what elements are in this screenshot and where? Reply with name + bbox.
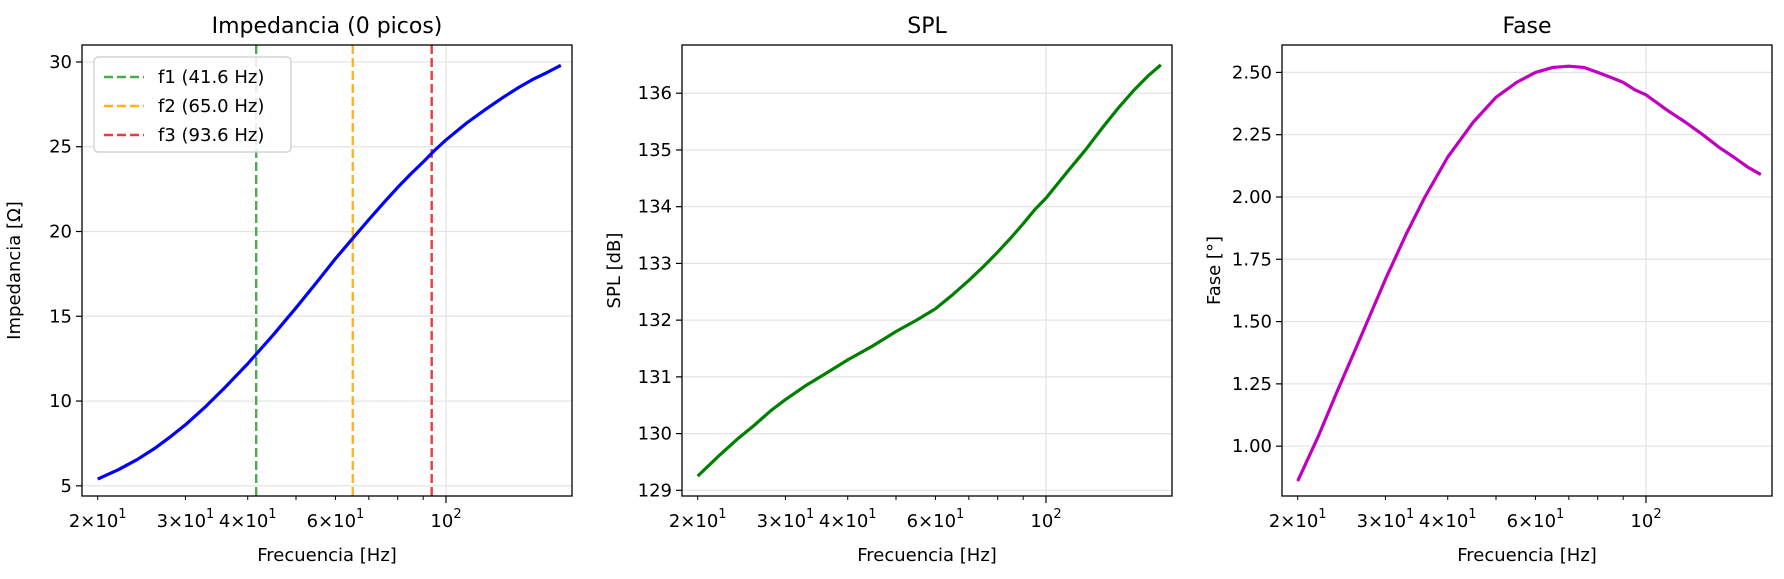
x-tick-label: 2×101 [1269,507,1327,532]
x-tick-label: 3×101 [757,507,815,532]
plot-frame [681,44,1173,497]
y-tick-label: 25 [49,137,72,158]
x-tick-label: 4×101 [819,507,877,532]
plot-frame [1281,44,1773,497]
y-tick-label: 1.50 [1232,312,1272,333]
chart-title: Fase [1502,14,1551,39]
x-tick-label: 2×101 [669,507,727,532]
legend-box [93,56,292,153]
legend-entry: f1 (41.6 Hz) [158,67,264,88]
legend-entry: f2 (65.0 Hz) [158,96,264,117]
chart-1: 5 10 15 20 25 30 2×101 3×101 4×101 6×101 102 Impeda… [4,14,573,566]
x-tick-label: 2×101 [69,507,127,532]
y-tick-label: 1.25 [1232,374,1272,395]
y-tick-label: 135 [638,140,672,161]
y-tick-label: 134 [638,197,672,218]
grid [1282,45,1772,496]
series-line-1 [696,63,1162,478]
y-tick-label: 130 [638,424,672,445]
x-tick-label: 102 [1030,507,1061,532]
y-tick-label: 30 [49,52,72,73]
series-line-1 [1296,64,1762,482]
x-tick-label: 3×101 [1357,507,1415,532]
chart-3: 1.00 1.25 1.50 1.75 2.00 2.25 2.50 2×101 3×101 4×… [1204,14,1773,566]
chart-2: 129 130 131 132 133 134 135 136 2×101 3×101 4×101 6… [604,14,1173,566]
chart-title: Impedancia (0 picos) [212,14,443,39]
y-axis-label: Impedancia [Ω] [4,201,25,340]
legend-entry: f3 (93.6 Hz) [158,125,264,146]
x-tick-label: 6×101 [1507,507,1565,532]
x-axis-label: Frecuencia [Hz] [1457,545,1597,566]
y-tick-label: 136 [638,83,672,104]
x-axis-label: Frecuencia [Hz] [857,545,997,566]
x-tick-label: 6×101 [907,507,965,532]
y-axis-label: SPL [dB] [604,233,625,309]
y-tick-label: 10 [49,391,72,412]
y-tick-label: 15 [49,306,72,327]
x-tick-label: 4×101 [1419,507,1477,532]
x-tick-label: 6×101 [307,507,365,532]
y-tick-label: 133 [638,253,672,274]
y-tick-label: 1.00 [1232,436,1272,457]
series-line-1 [97,63,562,481]
grid [682,45,1172,496]
legend: f1 (41.6 Hz) f2 (65.0 Hz) f3 (93.6 Hz) [93,56,292,153]
y-tick-label: 2.50 [1232,62,1272,83]
x-tick-label: 102 [430,507,461,532]
y-tick-label: 5 [61,476,72,497]
x-tick-label: 102 [1630,507,1661,532]
y-tick-label: 132 [638,310,672,331]
plot-frame [81,44,573,497]
x-tick-label: 4×101 [219,507,277,532]
y-tick-label: 20 [49,222,72,243]
y-tick-label: 2.00 [1232,187,1272,208]
y-tick-label: 2.25 [1232,125,1272,146]
y-tick-label: 1.75 [1232,249,1272,270]
x-axis-label: Frecuencia [Hz] [257,545,397,566]
x-tick-label: 3×101 [157,507,215,532]
y-axis-label: Fase [°] [1204,236,1225,305]
chart-title: SPL [907,14,947,39]
y-tick-label: 129 [638,480,672,501]
y-tick-label: 131 [638,367,672,388]
